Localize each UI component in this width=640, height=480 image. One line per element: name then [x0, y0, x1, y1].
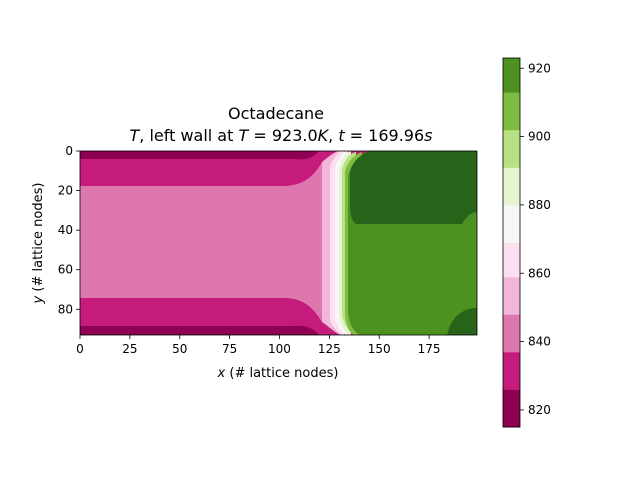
heatmap-upper-liquid: [350, 151, 477, 224]
colorbar-segment: [503, 204, 520, 243]
heatmap-area: [80, 151, 477, 335]
x-axis: 0 25 50 75 100 125 150 175: [76, 335, 441, 356]
y-tick-label: 40: [58, 223, 73, 237]
colorbar-segment: [503, 58, 520, 93]
colorbar-segment: [503, 167, 520, 206]
colorbar-segment: [503, 314, 520, 353]
chart-title-line1: Octadecane: [228, 104, 324, 123]
colorbar-segment: [503, 276, 520, 315]
x-tick-label: 25: [122, 342, 137, 356]
heatmap-lower-corner-liquid: [447, 308, 477, 335]
y-axis-label: y (# lattice nodes): [31, 183, 46, 305]
colorbar-tick-label: 840: [528, 335, 551, 349]
x-tick-label: 175: [418, 342, 441, 356]
colorbar-tick-label: 920: [528, 61, 551, 75]
colorbar-tick-label: 900: [528, 130, 551, 144]
colorbar-segment: [503, 351, 520, 390]
colorbar-tick-label: 820: [528, 403, 551, 417]
x-tick-label: 150: [368, 342, 391, 356]
x-tick-label: 100: [268, 342, 291, 356]
x-tick-label: 50: [172, 342, 187, 356]
x-tick-label: 125: [318, 342, 341, 356]
colorbar-segment: [503, 129, 520, 168]
colorbar-tick-label: 860: [528, 266, 551, 280]
colorbar: 820 840 860 880 900 920: [502, 57, 551, 428]
x-tick-label: 0: [76, 342, 84, 356]
colorbar-segment: [503, 242, 520, 278]
plot-frame: [79, 150, 478, 336]
chart-title-line2: T, left wall at T = 923.0K, t = 169.96s: [129, 126, 432, 145]
colorbar-segment: [503, 389, 520, 428]
y-tick-label: 80: [58, 302, 73, 316]
x-axis-label: x (# lattice nodes): [217, 366, 339, 381]
y-tick-label: 0: [65, 144, 73, 158]
y-tick-label: 20: [58, 184, 73, 198]
colorbar-tick-label: 880: [528, 198, 551, 212]
colorbar-segment: [503, 92, 520, 131]
x-tick-label: 75: [222, 342, 237, 356]
heatmap-center: [80, 162, 322, 322]
y-axis: 0 20 40 60 80: [58, 144, 80, 316]
y-tick-label: 60: [58, 263, 73, 277]
colorbar-frame: [502, 57, 521, 428]
